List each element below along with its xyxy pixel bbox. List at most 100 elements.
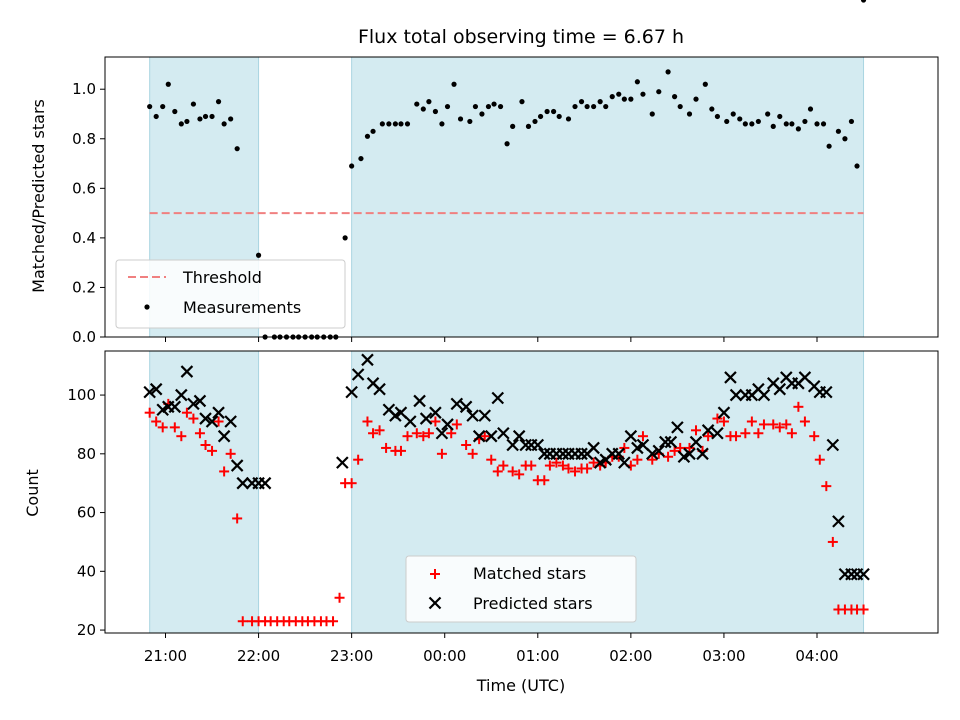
predicted-star-point (575, 447, 588, 461)
measurement-point (432, 108, 439, 115)
measurement-point (640, 91, 646, 97)
matched-star-point (169, 422, 180, 433)
predicted-star-point (491, 391, 505, 405)
matched-star-point (232, 513, 243, 524)
matched-star-point (774, 422, 785, 433)
legend-matched-swatch (430, 569, 440, 579)
matched-star-point (479, 431, 490, 442)
measurement-point (190, 101, 197, 107)
matched-star-point (647, 454, 658, 465)
measurement-point (609, 94, 615, 100)
matched-star-point (619, 442, 630, 453)
legend-threshold-label: Threshold (182, 268, 262, 287)
predicted-star-point (175, 388, 188, 402)
measurement-point (730, 111, 736, 117)
predicted-marker-b (820, 385, 833, 399)
legend-measurements-label: Measurements (183, 298, 301, 317)
matched-star-point (157, 422, 168, 433)
matched-star-point (374, 425, 385, 436)
predicted-marker-b (724, 371, 737, 384)
predicted-star-point (478, 409, 492, 422)
predicted-star-point (664, 435, 678, 449)
predicted-marker-b (217, 429, 231, 443)
bottom-y-tick-label: 40 (77, 562, 96, 580)
measurement-point (826, 143, 832, 149)
predicted-star-point (199, 412, 212, 425)
legend-measurements-swatch (144, 304, 150, 310)
matched-star-point (436, 448, 447, 459)
predicted-star-point (459, 400, 473, 414)
predicted-marker-b (689, 435, 703, 449)
predicted-star-point (612, 447, 626, 461)
measurement-point (209, 113, 215, 120)
measurement-point (147, 103, 153, 110)
bottom-panel: 20 40 60 80 100 21:00 22:00 23:00 00:00 01:00 02:0… (67, 350, 939, 665)
measurement-point (491, 101, 497, 107)
matched-star-point (328, 616, 339, 627)
matched-star-point (213, 416, 224, 427)
predicted-star-point (845, 567, 858, 581)
predicted-marker-b (382, 403, 396, 417)
measurement-point (426, 99, 432, 105)
predicted-star-point (531, 438, 545, 452)
predicted-marker-b (857, 567, 870, 581)
predicted-marker-b (798, 371, 812, 384)
predicted-star-point (373, 382, 386, 396)
predicted-star-point (472, 429, 486, 443)
matched-star-point (207, 445, 218, 456)
predicted-marker-b (224, 415, 237, 428)
measurement-point (234, 146, 240, 152)
matched-star-point (786, 428, 797, 439)
measurement-point (686, 111, 693, 117)
predicted-marker-b (752, 382, 765, 396)
matched-star-point (181, 407, 192, 418)
predicted-star-point (556, 447, 570, 461)
predicted-marker-b (652, 444, 666, 458)
predicted-star-point (187, 397, 200, 411)
measurement-point (848, 118, 855, 125)
measurement-point (457, 116, 464, 122)
matched-star-point (675, 442, 686, 453)
predicted-marker-b (575, 447, 588, 461)
matched-star-point (814, 454, 825, 465)
matched-star-point (821, 481, 832, 492)
matched-star-point (758, 419, 769, 430)
matched-star-point (740, 428, 751, 439)
matched-star-point (563, 463, 574, 474)
measurement-point (709, 106, 715, 112)
matched-star-point (368, 428, 379, 439)
predicted-marker-b (645, 447, 659, 461)
matched-star-point (362, 416, 373, 427)
predicted-star-point (143, 385, 156, 399)
predicted-star-point (711, 426, 724, 440)
predicted-star-point (826, 438, 840, 452)
predicted-marker-b (773, 382, 787, 396)
predicted-star-point (413, 394, 426, 408)
predicted-marker-b (180, 365, 194, 378)
top-frame (104, 56, 939, 338)
matched-star-point (176, 431, 187, 442)
matched-star-point (718, 416, 729, 427)
measurement-point (404, 121, 411, 127)
measurement-point (578, 99, 585, 105)
bottom-y-tick-label: 80 (77, 445, 96, 463)
predicted-star-point (236, 476, 250, 490)
predicted-star-point (230, 459, 244, 472)
matched-star-point (225, 448, 236, 459)
measurement-point (597, 99, 603, 105)
predicted-marker-b (683, 447, 696, 461)
matched-star-point (492, 466, 503, 477)
matched-star-point (731, 431, 742, 442)
measurement-point (616, 91, 622, 97)
measurement-point (795, 126, 801, 132)
bottom-legend-box (405, 555, 637, 623)
matched-star-point (551, 457, 562, 468)
measurement-point (197, 116, 203, 122)
predicted-star-point (773, 382, 787, 396)
measurement-point (835, 128, 842, 134)
predicted-marker-b (366, 377, 380, 390)
predicted-marker-b (429, 406, 442, 419)
measurement-point (479, 111, 485, 117)
matched-star-point (753, 428, 764, 439)
matched-star-point (539, 475, 550, 486)
